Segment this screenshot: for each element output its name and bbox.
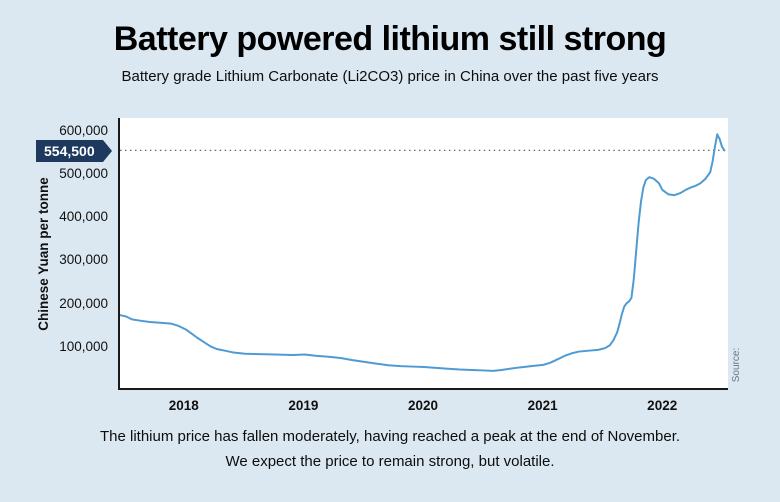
y-tick-label: 600,000 — [59, 122, 108, 138]
page-title: Battery powered lithium still strong — [113, 20, 667, 58]
y-tick-label: 300,000 — [59, 252, 108, 268]
current-value-badge: 554,500 — [36, 139, 112, 162]
x-tick-label: 2020 — [407, 398, 439, 413]
x-tick-label: 2018 — [168, 398, 199, 413]
badge-arrow-icon — [102, 139, 112, 162]
caption-line-1: The lithium price has fallen moderately,… — [99, 428, 681, 445]
plot-area — [118, 118, 728, 390]
current-value-label: 554,500 — [36, 139, 103, 162]
price-chart-svg — [120, 133, 728, 372]
y-tick-label: 100,000 — [59, 338, 108, 354]
y-tick-label: 400,000 — [59, 209, 108, 225]
caption-line-2: We expect the price to remain strong, bu… — [225, 453, 555, 470]
x-tick-label: 2022 — [647, 398, 678, 413]
x-tick-label: 2021 — [527, 398, 558, 413]
source-label: Source: — [731, 347, 742, 383]
y-tick-label: 200,000 — [59, 295, 108, 311]
y-tick-label: 500,000 — [59, 166, 108, 182]
x-tick-label: 2019 — [288, 398, 319, 413]
chart-subtitle: Battery grade Lithium Carbonate (Li2CO3)… — [121, 68, 659, 85]
price-line — [120, 133, 726, 372]
